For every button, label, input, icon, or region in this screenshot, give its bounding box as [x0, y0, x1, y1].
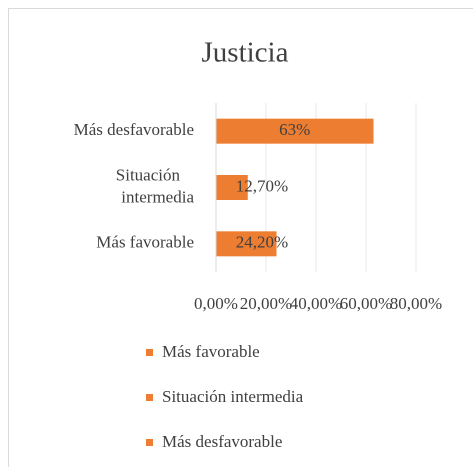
legend-swatch [146, 439, 153, 446]
x-tick-label: 40,00% [290, 294, 342, 313]
y-tick-label: Situación intermedia [116, 165, 195, 206]
chart-title: Justicia [202, 37, 289, 69]
bar [216, 118, 374, 144]
legend-label: Más desfavorable [162, 432, 282, 451]
y-tick-label-line: Situación [116, 165, 181, 184]
data-label: 24,20% [236, 233, 288, 252]
x-tick-label: 20,00% [240, 294, 292, 313]
x-tick-label: 80,00% [390, 294, 442, 313]
legend-swatch [146, 394, 153, 401]
legend-swatch [146, 349, 153, 356]
y-tick-label: Más desfavorable [74, 120, 194, 139]
y-tick-label: Más favorable [96, 233, 194, 252]
bar [216, 231, 277, 257]
bar [216, 175, 248, 200]
x-tick-label: 0,00% [194, 294, 238, 313]
legend-label: Situación intermedia [162, 387, 304, 406]
x-tick-label: 60,00% [340, 294, 392, 313]
y-tick-label-line: intermedia [121, 187, 194, 206]
data-label: 12,70% [236, 176, 288, 195]
legend-label: Más favorable [162, 342, 260, 361]
data-label: 63% [279, 120, 310, 139]
